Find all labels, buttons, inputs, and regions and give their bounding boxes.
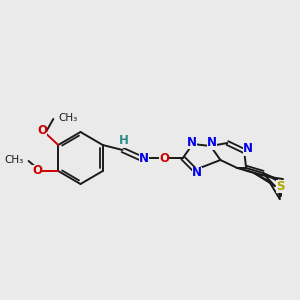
Text: CH₃: CH₃ — [4, 155, 24, 165]
Text: N: N — [243, 142, 253, 155]
Text: N: N — [206, 136, 217, 149]
Text: H: H — [118, 134, 128, 148]
Text: O: O — [38, 124, 47, 137]
Text: N: N — [139, 152, 149, 166]
Text: O: O — [159, 152, 169, 164]
Text: N: N — [187, 136, 197, 148]
Text: N: N — [192, 167, 202, 179]
Text: S: S — [277, 179, 285, 193]
Text: O: O — [32, 164, 43, 178]
Text: CH₃: CH₃ — [58, 113, 77, 123]
